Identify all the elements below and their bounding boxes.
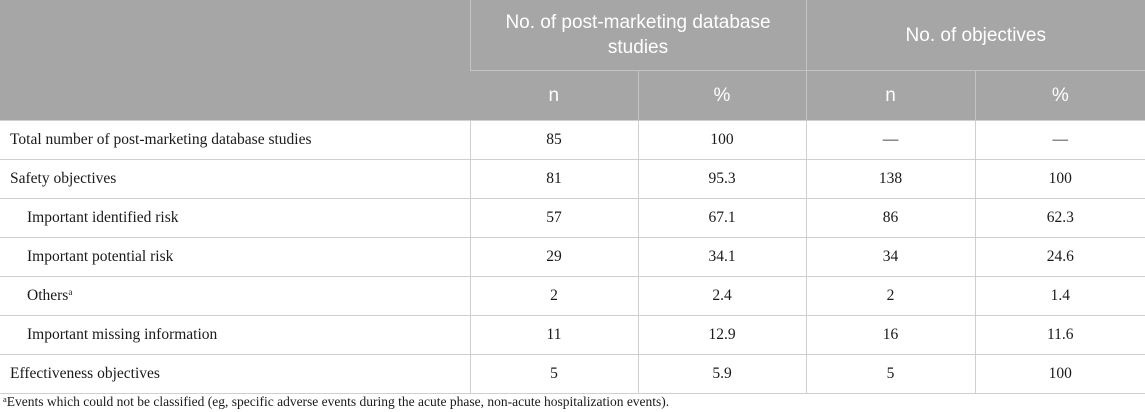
cell-studies-n: 29 — [469, 237, 638, 277]
header-group-objectives: No. of objectives — [805, 0, 1145, 71]
cell-studies-percent: 2.4 — [637, 276, 807, 316]
cell-objectives-percent: 11.6 — [974, 315, 1145, 355]
footnote-marker: a — [68, 287, 73, 297]
row-label: Important missing information — [0, 315, 470, 355]
cell-studies-n: 2 — [469, 276, 638, 316]
header-row-subheaders: n % n % — [0, 70, 1145, 121]
row-label: Important potential risk — [0, 237, 470, 277]
cell-objectives-percent: 62.3 — [974, 198, 1145, 238]
table-row: Safety objectives 81 95.3 138 100 — [0, 159, 1145, 199]
subheader-objectives-n: n — [805, 70, 976, 121]
cell-objectives-n: 5 — [805, 354, 976, 394]
row-label-text: Important potential risk — [27, 248, 174, 265]
cell-objectives-n: 138 — [805, 159, 976, 199]
cell-studies-percent: 12.9 — [637, 315, 807, 355]
table-row: Important missing information 11 12.9 16… — [0, 315, 1145, 355]
cell-studies-percent: 67.1 — [637, 198, 807, 238]
cell-studies-n: 85 — [469, 120, 638, 160]
header-cell-empty — [0, 0, 470, 121]
cell-objectives-n: 16 — [805, 315, 976, 355]
cell-objectives-n: 34 — [805, 237, 976, 277]
table-row: Important potential risk 29 34.1 34 24.6 — [0, 237, 1145, 277]
cell-objectives-n: — — [805, 120, 976, 160]
cell-studies-percent: 100 — [637, 120, 807, 160]
header-row-groups: No. of post-marketing database studies N… — [0, 0, 1145, 121]
row-label-text: Safety objectives — [10, 170, 117, 187]
cell-objectives-n: 2 — [805, 276, 976, 316]
row-label: Effectiveness objectives — [0, 354, 470, 394]
data-table: No. of post-marketing database studies N… — [0, 0, 1145, 394]
cell-objectives-percent: 1.4 — [974, 276, 1145, 316]
cell-studies-percent: 95.3 — [637, 159, 807, 199]
row-label-text: Effectiveness objectives — [10, 365, 160, 382]
cell-objectives-percent: 24.6 — [974, 237, 1145, 277]
footnote-text: Events which could not be classified (eg… — [6, 394, 670, 409]
cell-objectives-percent: 100 — [974, 354, 1145, 394]
cell-studies-percent: 34.1 — [637, 237, 807, 277]
cell-objectives-percent: 100 — [974, 159, 1145, 199]
cell-studies-n: 57 — [469, 198, 638, 238]
table-footnote: aEvents which could not be classified (e… — [3, 393, 669, 411]
subheader-studies-percent: % — [637, 70, 807, 121]
table-row: Important identified risk 57 67.1 86 62.… — [0, 198, 1145, 238]
row-label-text: Important missing information — [27, 326, 218, 343]
row-label-text: Others — [27, 287, 69, 304]
cell-studies-n: 5 — [469, 354, 638, 394]
row-label: Othersa — [0, 276, 470, 316]
cell-studies-n: 81 — [469, 159, 638, 199]
row-label-text: Total number of post-marketing database … — [10, 131, 312, 148]
table-row: Effectiveness objectives 5 5.9 5 100 — [0, 354, 1145, 394]
subheader-objectives-percent: % — [974, 70, 1145, 121]
cell-studies-percent: 5.9 — [637, 354, 807, 394]
table-row: Othersa 2 2.4 2 1.4 — [0, 276, 1145, 316]
subheader-studies-n: n — [470, 70, 638, 121]
row-label: Safety objectives — [0, 159, 470, 199]
cell-objectives-n: 86 — [805, 198, 976, 238]
row-label: Total number of post-marketing database … — [0, 120, 470, 160]
footnote-marker: a — [3, 394, 7, 404]
row-label: Important identified risk — [0, 198, 470, 238]
cell-studies-n: 11 — [469, 315, 638, 355]
cell-objectives-percent: — — [974, 120, 1145, 160]
header-group-studies: No. of post-marketing database studies — [469, 0, 807, 71]
row-label-text: Important identified risk — [27, 209, 179, 226]
table-header: No. of post-marketing database studies N… — [0, 0, 1145, 121]
table-body: Total number of post-marketing database … — [0, 120, 1145, 394]
table-row: Total number of post-marketing database … — [0, 120, 1145, 160]
